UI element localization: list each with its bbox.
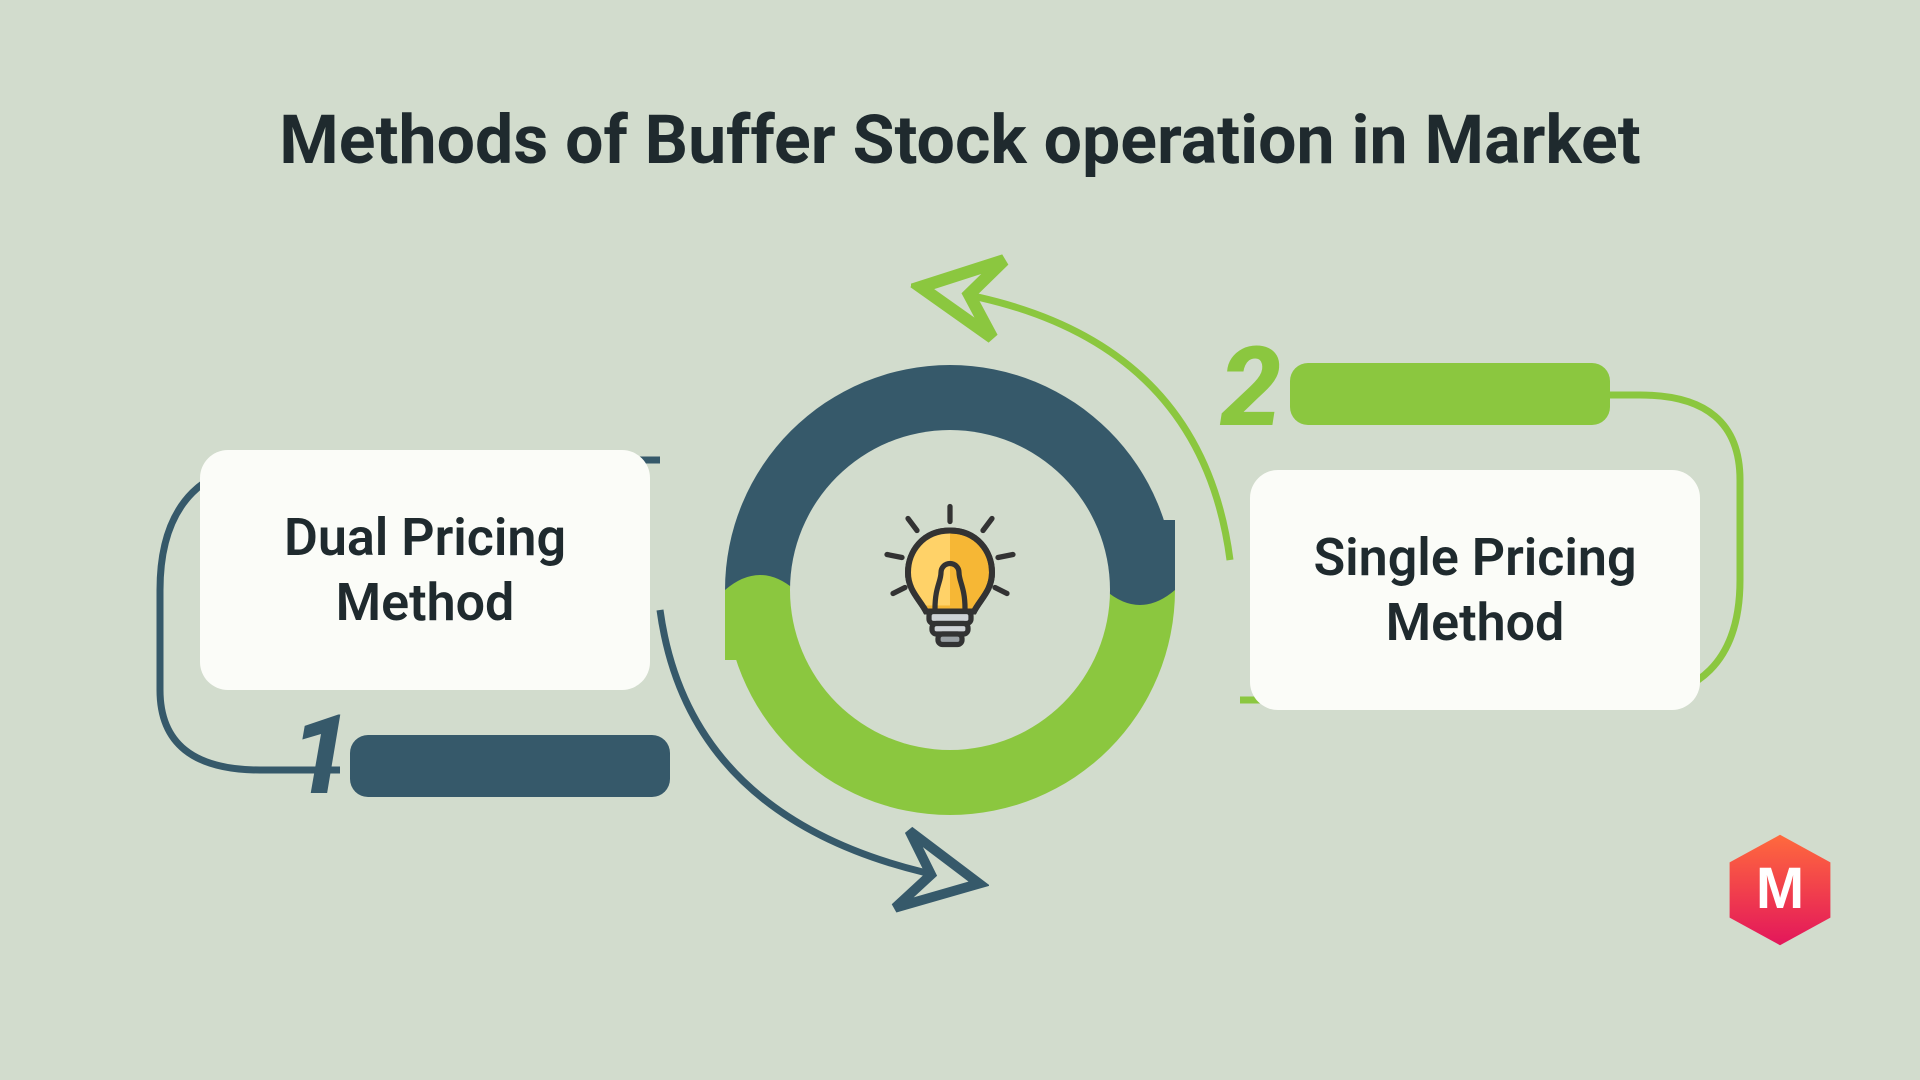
lightbulb-icon: [875, 498, 1025, 668]
number-2: 2: [1220, 323, 1278, 452]
brand-logo: M: [1720, 830, 1840, 950]
number-bar-2: [1290, 363, 1610, 425]
method-card-1: Dual Pricing Method: [200, 450, 650, 690]
number-bar-1: [350, 735, 670, 797]
brand-logo-letter: M: [1756, 855, 1804, 922]
method-card-2: Single Pricing Method: [1250, 470, 1700, 710]
infographic-canvas: Methods of Buffer Stock operation in Mar…: [0, 0, 1920, 1080]
number-1: 1: [290, 691, 348, 820]
page-title: Methods of Buffer Stock operation in Mar…: [0, 100, 1920, 180]
